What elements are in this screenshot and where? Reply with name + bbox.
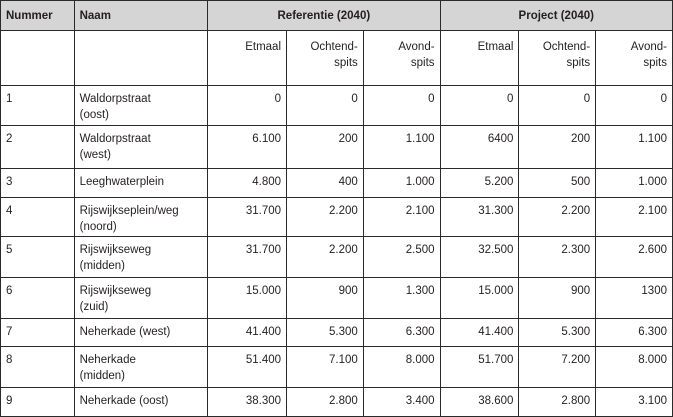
row-naam-cell: Rijswijkseweg (zuid) <box>73 277 209 319</box>
row-naam-cell: Neherkade (oost) <box>73 387 209 417</box>
row-ref-avondspits-cell: 6.300 <box>362 318 441 347</box>
subheader-blank-naam <box>73 30 209 86</box>
row-proj-etmaal-cell: 51.700 <box>439 346 520 388</box>
row-ref-etmaal-cell: 0 <box>207 85 288 126</box>
table-row: 9 Neherkade (oost) 38.300 2.800 3.400 38.600 2… <box>0 387 673 417</box>
table-subheader-row: Etmaal Ochtend-spits Avond-spits Etmaal … <box>0 30 673 86</box>
table-row: 2 Waldorpstraat (west) 6.100 200 1.100 6400 200… <box>0 125 673 169</box>
row-nummer-cell: 4 <box>0 197 75 237</box>
row-proj-ochtendspits-cell: 2.800 <box>518 387 597 417</box>
row-ref-ochtendspits-cell: 200 <box>286 125 364 169</box>
row-proj-avondspits-cell: 3.100 <box>595 387 673 417</box>
row-nummer-cell: 7 <box>0 318 75 347</box>
row-proj-ochtendspits-cell: 200 <box>518 125 597 169</box>
row-proj-avondspits-cell: 8.000 <box>595 346 673 388</box>
row-ref-etmaal-cell: 38.300 <box>207 387 288 417</box>
table-row: 8 Neherkade (midden) 51.400 7.100 8.000 51.700… <box>0 346 673 388</box>
row-proj-etmaal-cell: 31.300 <box>439 197 520 237</box>
row-ref-avondspits-cell: 1.000 <box>362 168 441 198</box>
row-ref-ochtendspits-cell: 0 <box>286 85 364 126</box>
row-proj-etmaal-cell: 15.000 <box>439 277 520 319</box>
row-ref-avondspits-cell: 2.100 <box>362 197 441 237</box>
row-nummer-cell: 6 <box>0 277 75 319</box>
row-ref-etmaal-cell: 31.700 <box>207 236 288 278</box>
row-proj-ochtendspits-cell: 5.300 <box>518 318 597 347</box>
subheader-ref-etmaal: Etmaal <box>207 30 288 86</box>
row-ref-etmaal-cell: 15.000 <box>207 277 288 319</box>
row-proj-ochtendspits-cell: 2.300 <box>518 236 597 278</box>
row-ref-ochtendspits-cell: 900 <box>286 277 364 319</box>
row-ref-avondspits-cell: 1.300 <box>362 277 441 319</box>
subheader-ref-ochtendspits: Ochtend-spits <box>286 30 364 86</box>
row-naam-cell: Neherkade (west) <box>73 318 209 347</box>
table-body: 1 Waldorpstraat (oost) 0 0 0 0 0 0 2 Waldorpstraat… <box>0 85 673 417</box>
row-proj-avondspits-cell: 6.300 <box>595 318 673 347</box>
row-ref-etmaal-cell: 31.700 <box>207 197 288 237</box>
row-proj-etmaal-cell: 38.600 <box>439 387 520 417</box>
row-ref-ochtendspits-cell: 2.200 <box>286 236 364 278</box>
row-proj-ochtendspits-cell: 500 <box>518 168 597 198</box>
row-naam-cell: Neherkade (midden) <box>73 346 209 388</box>
table-header-row: Nummer Naam Referentie (2040) Project (2… <box>0 0 673 31</box>
table-row: 3 Leeghwaterplein 4.800 400 1.000 5.200 500 1.0… <box>0 168 673 198</box>
subheader-proj-etmaal: Etmaal <box>439 30 520 86</box>
subheader-proj-ochtendspits: Ochtend-spits <box>518 30 597 86</box>
row-naam-cell: Rijswijkseweg (midden) <box>73 236 209 278</box>
subheader-proj-avondspits: Avond-spits <box>595 30 673 86</box>
row-ref-avondspits-cell: 2.500 <box>362 236 441 278</box>
row-proj-avondspits-cell: 2.600 <box>595 236 673 278</box>
row-nummer-cell: 3 <box>0 168 75 198</box>
row-ref-avondspits-cell: 1.100 <box>362 125 441 169</box>
row-proj-avondspits-cell: 1.000 <box>595 168 673 198</box>
table-row: 5 Rijswijkseweg (midden) 31.700 2.200 2.500 32… <box>0 236 673 278</box>
row-naam-cell: Waldorpstraat (west) <box>73 125 209 169</box>
row-ref-ochtendspits-cell: 5.300 <box>286 318 364 347</box>
row-nummer-cell: 1 <box>0 85 75 126</box>
row-nummer-cell: 2 <box>0 125 75 169</box>
header-naam: Naam <box>73 0 209 31</box>
row-ref-avondspits-cell: 0 <box>362 85 441 126</box>
table-row: 1 Waldorpstraat (oost) 0 0 0 0 0 0 <box>0 85 673 126</box>
row-proj-avondspits-cell: 2.100 <box>595 197 673 237</box>
subheader-blank-nummer <box>0 30 75 86</box>
row-ref-etmaal-cell: 6.100 <box>207 125 288 169</box>
header-project: Project (2040) <box>439 0 673 31</box>
row-ref-ochtendspits-cell: 400 <box>286 168 364 198</box>
row-proj-etmaal-cell: 0 <box>439 85 520 126</box>
row-ref-avondspits-cell: 8.000 <box>362 346 441 388</box>
row-proj-ochtendspits-cell: 7.200 <box>518 346 597 388</box>
row-proj-avondspits-cell: 1.100 <box>595 125 673 169</box>
row-proj-etmaal-cell: 5.200 <box>439 168 520 198</box>
row-proj-ochtendspits-cell: 2.200 <box>518 197 597 237</box>
row-nummer-cell: 5 <box>0 236 75 278</box>
row-proj-etmaal-cell: 41.400 <box>439 318 520 347</box>
row-naam-cell: Rijswijkseplein/weg (noord) <box>73 197 209 237</box>
row-ref-etmaal-cell: 41.400 <box>207 318 288 347</box>
row-proj-ochtendspits-cell: 900 <box>518 277 597 319</box>
row-nummer-cell: 8 <box>0 346 75 388</box>
row-proj-ochtendspits-cell: 0 <box>518 85 597 126</box>
row-proj-avondspits-cell: 1300 <box>595 277 673 319</box>
row-ref-avondspits-cell: 3.400 <box>362 387 441 417</box>
row-proj-etmaal-cell: 32.500 <box>439 236 520 278</box>
header-referentie: Referentie (2040) <box>207 0 441 31</box>
row-ref-ochtendspits-cell: 2.800 <box>286 387 364 417</box>
row-naam-cell: Leeghwaterplein <box>73 168 209 198</box>
row-naam-cell: Waldorpstraat (oost) <box>73 85 209 126</box>
table-row: 7 Neherkade (west) 41.400 5.300 6.300 41.400 5… <box>0 318 673 347</box>
header-nummer: Nummer <box>0 0 75 31</box>
table-row: 4 Rijswijkseplein/weg (noord) 31.700 2.200 2.… <box>0 197 673 237</box>
row-proj-etmaal-cell: 6400 <box>439 125 520 169</box>
row-ref-etmaal-cell: 51.400 <box>207 346 288 388</box>
row-ref-etmaal-cell: 4.800 <box>207 168 288 198</box>
row-ref-ochtendspits-cell: 7.100 <box>286 346 364 388</box>
table-row: 6 Rijswijkseweg (zuid) 15.000 900 1.300 15.000… <box>0 277 673 319</box>
row-ref-ochtendspits-cell: 2.200 <box>286 197 364 237</box>
row-nummer-cell: 9 <box>0 387 75 417</box>
subheader-ref-avondspits: Avond-spits <box>362 30 441 86</box>
row-proj-avondspits-cell: 0 <box>595 85 673 126</box>
